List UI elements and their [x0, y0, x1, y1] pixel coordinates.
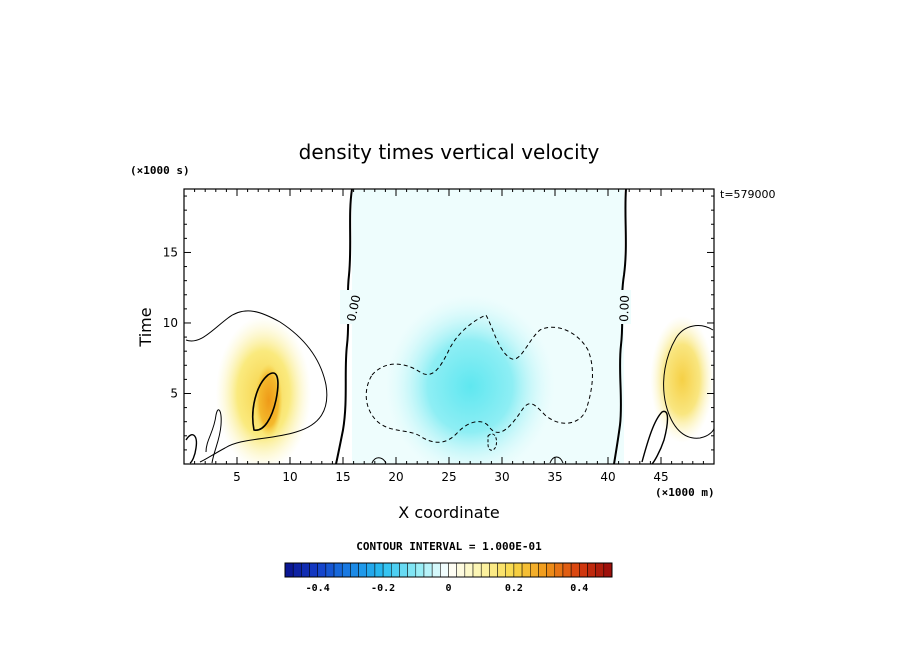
colorbar-frame: [284, 562, 613, 578]
x-tick-label: 5: [233, 470, 241, 484]
contour-bottom-mid: [549, 456, 564, 464]
colorbar-tick-label: -0.2: [371, 583, 395, 594]
field-region-4: [650, 315, 714, 443]
zero-label-bg-right: [613, 290, 631, 324]
y-axis-label: Time: [136, 307, 155, 347]
contour-negative-2: [487, 433, 497, 451]
colorbar-cell: [595, 562, 605, 578]
colorbar-cell: [521, 562, 531, 578]
colorbar-cell: [350, 562, 359, 578]
x-tick-label: 10: [282, 470, 297, 484]
colorbar-cell: [489, 562, 498, 578]
zero-contour-left: [335, 189, 353, 464]
y-unit-label: (×1000 s): [130, 164, 190, 177]
colorbar-cell: [407, 562, 417, 578]
colorbar-cell: [366, 562, 376, 578]
colorbar-cell: [464, 562, 474, 578]
colorbar-cell: [284, 562, 294, 578]
colorbar: [284, 562, 613, 578]
chart-title: density times vertical velocity: [299, 140, 600, 164]
x-tick-label: 15: [335, 470, 350, 484]
colorbar-cell: [301, 562, 310, 578]
colorbar-cell: [391, 562, 400, 578]
plot-area: 0.00 0.00: [184, 189, 714, 464]
colorbar-tick-label: 0: [445, 583, 451, 594]
colorbar-cell: [415, 562, 425, 578]
x-tick-label: 20: [388, 470, 403, 484]
zero-label-bg-left: [340, 290, 358, 324]
contour-layer: [185, 310, 714, 464]
colorbar-cell: [382, 562, 392, 578]
colorbar-tick-label: -0.4: [306, 583, 330, 594]
contour-interval-text: CONTOUR INTERVAL = 1.000E-01: [356, 540, 542, 553]
y-tick-label: 5: [170, 386, 178, 400]
time-label: t=579000: [720, 188, 776, 201]
colorbar-cell: [341, 562, 351, 578]
colorbar-tick-label: 0.2: [505, 583, 523, 594]
colorbar-cell: [497, 562, 506, 578]
contour-positive-left: [185, 310, 328, 463]
y-tick-label: 15: [163, 245, 178, 259]
x-tick-label: 30: [494, 470, 509, 484]
colorbar-cell: [309, 562, 318, 578]
x-axis: 5 10 15 20 25 30 35 40 45: [194, 189, 704, 484]
colorbar-cell: [456, 562, 466, 578]
colorbar-cell: [538, 562, 547, 578]
y-tick-label: 10: [163, 316, 178, 330]
zero-contour-label-right: 0.00: [617, 295, 632, 322]
x-unit-label: (×1000 m): [655, 486, 715, 499]
x-tick-label: 25: [441, 470, 456, 484]
colorbar-cell: [579, 562, 588, 578]
colorbar-cell: [325, 562, 335, 578]
colorbar-cell: [440, 562, 449, 578]
colorbar-cell: [530, 562, 539, 578]
contour-left-small-2: [205, 409, 222, 464]
contour-positive-right: [663, 325, 714, 439]
contour-right-small: [641, 410, 669, 464]
colorbar-cell: [554, 562, 564, 578]
colorbar-cell: [317, 562, 327, 578]
x-tick-label: 40: [600, 470, 615, 484]
zero-contour-label-left: 0.00: [344, 294, 363, 323]
colorbar-cell: [570, 562, 580, 578]
colorbar-cell: [431, 562, 441, 578]
colorbar-cell: [374, 562, 384, 578]
field-region-3: [385, 294, 555, 464]
x-tick-label: 45: [653, 470, 668, 484]
field-layer: [215, 294, 714, 464]
colorbar-ticks: -0.4 -0.2 0 0.2 0.4: [306, 583, 589, 594]
zero-contour-right: [613, 189, 627, 464]
contour-negative-1: [365, 314, 593, 443]
colorbar-cell: [472, 562, 482, 578]
colorbar-cell: [423, 562, 433, 578]
colorbar-cell: [292, 562, 302, 578]
contour-left-small: [185, 434, 198, 464]
colorbar-cell: [480, 562, 490, 578]
colorbar-cell: [546, 562, 556, 578]
colorbar-cell: [587, 562, 596, 578]
colorbar-cell: [399, 562, 408, 578]
colorbar-cell: [562, 562, 572, 578]
colorbar-cell: [505, 562, 515, 578]
colorbar-cell: [513, 562, 523, 578]
colorbar-cell: [333, 562, 343, 578]
colorbar-cell: [603, 562, 613, 578]
y-axis: 5 10 15: [163, 195, 714, 451]
colorbar-tick-label: 0.4: [570, 583, 588, 594]
contour-positive-left-inner: [252, 372, 279, 431]
x-axis-label: X coordinate: [398, 503, 499, 522]
colorbar-cell: [358, 562, 368, 578]
colorbar-cell: [448, 562, 457, 578]
x-tick-label: 35: [547, 470, 562, 484]
